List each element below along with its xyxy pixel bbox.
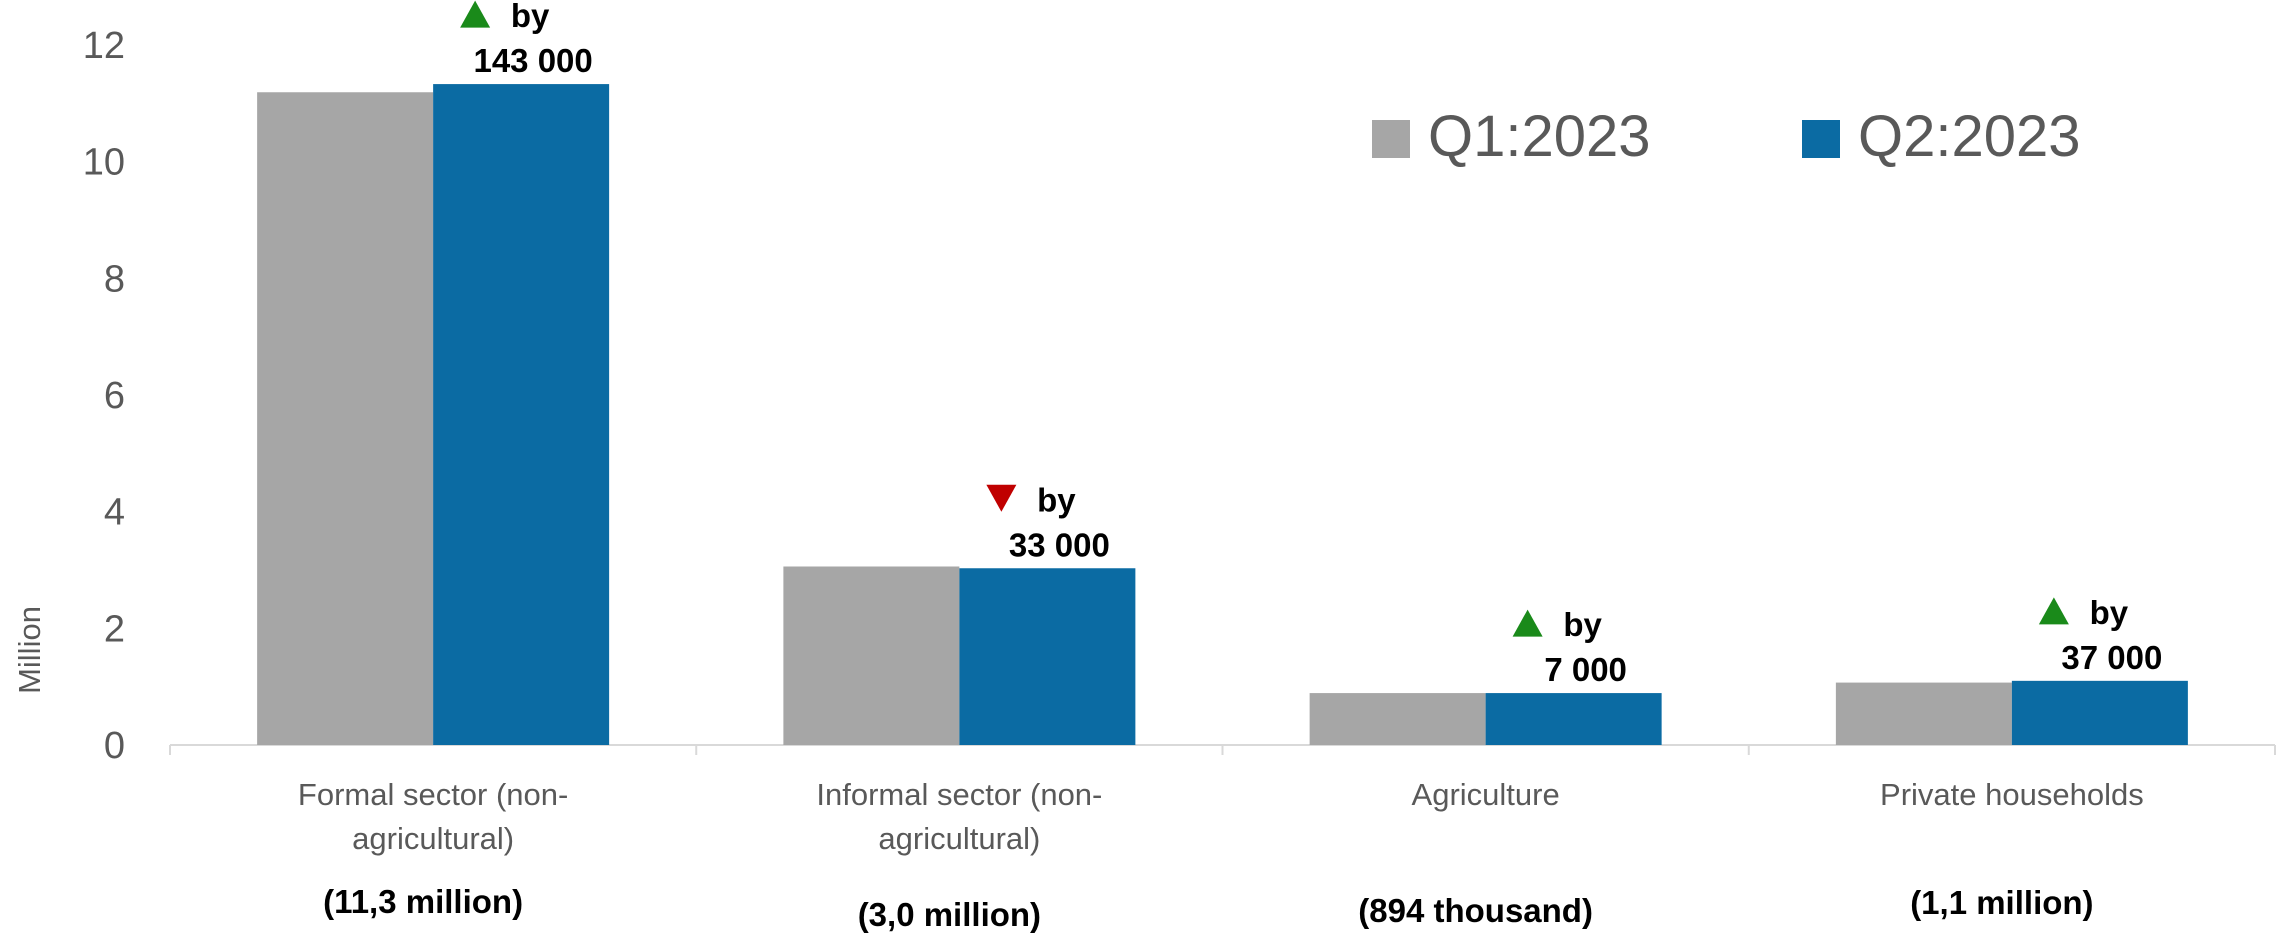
y-tick-label: 6 [104,375,125,417]
annotation-amount-label: 33 000 [1009,526,1110,563]
legend-swatch [1372,120,1410,158]
y-tick-label: 8 [104,258,125,300]
triangle-up-icon [1512,609,1543,637]
annotation-by-label: by [2090,594,2129,631]
x-tick-label: Formal sector (non- [298,777,568,812]
triangle-up-icon [460,0,491,28]
y-tick-label: 10 [83,142,125,184]
legend-swatch [1802,120,1840,158]
y-axis-label: Million [12,606,47,694]
bar-q1 [783,566,960,745]
y-tick-label: 0 [104,725,125,767]
x-tick-label: Agriculture [1412,777,1560,812]
annotation-by-label: by [1563,606,1602,643]
y-tick-label: 12 [83,25,125,67]
category-total-label: (1,1 million) [1910,884,2093,921]
triangle-down-icon [986,484,1017,512]
legend-label: Q1:2023 [1428,104,1651,169]
category-total-label: (11,3 million) [323,883,523,920]
bar-q2 [959,568,1136,745]
annotation-by-label: by [1037,481,1076,518]
bar-q2 [2011,680,2188,745]
y-tick-label: 4 [104,492,125,534]
triangle-up-icon [2038,597,2069,625]
x-tick-label: agricultural) [352,821,514,856]
bar-q2 [433,84,610,746]
annotation-amount-label: 7 000 [1544,651,1627,688]
x-tick-label: agricultural) [878,821,1040,856]
bar-q1 [1309,693,1486,745]
bar-q2 [1485,693,1662,745]
annotation-amount-label: 143 000 [473,42,592,79]
y-tick-label: 2 [104,608,125,650]
legend-label: Q2:2023 [1858,104,2081,169]
category-total-label: (894 thousand) [1358,892,1593,929]
bar-q1 [257,92,434,745]
chart-axes: 0 2 4 6 8 10 12 Formal sector (non-agricultural… [83,25,2276,933]
annotation-amount-label: 37 000 [2061,639,2162,676]
category-total-label: (3,0 million) [858,896,1041,933]
bar-q1 [1835,682,2012,745]
chart-legend: Q1:2023 Q2:2023 [1372,104,2081,169]
x-tick-label: Private households [1880,777,2144,812]
x-tick-label: Informal sector (non- [816,777,1102,812]
annotation-by-label: by [511,0,550,34]
chart-annotations: by 143 000 by 33 000 by 7 000 by 37 000 [460,0,2162,688]
chart-bars [257,84,2188,746]
